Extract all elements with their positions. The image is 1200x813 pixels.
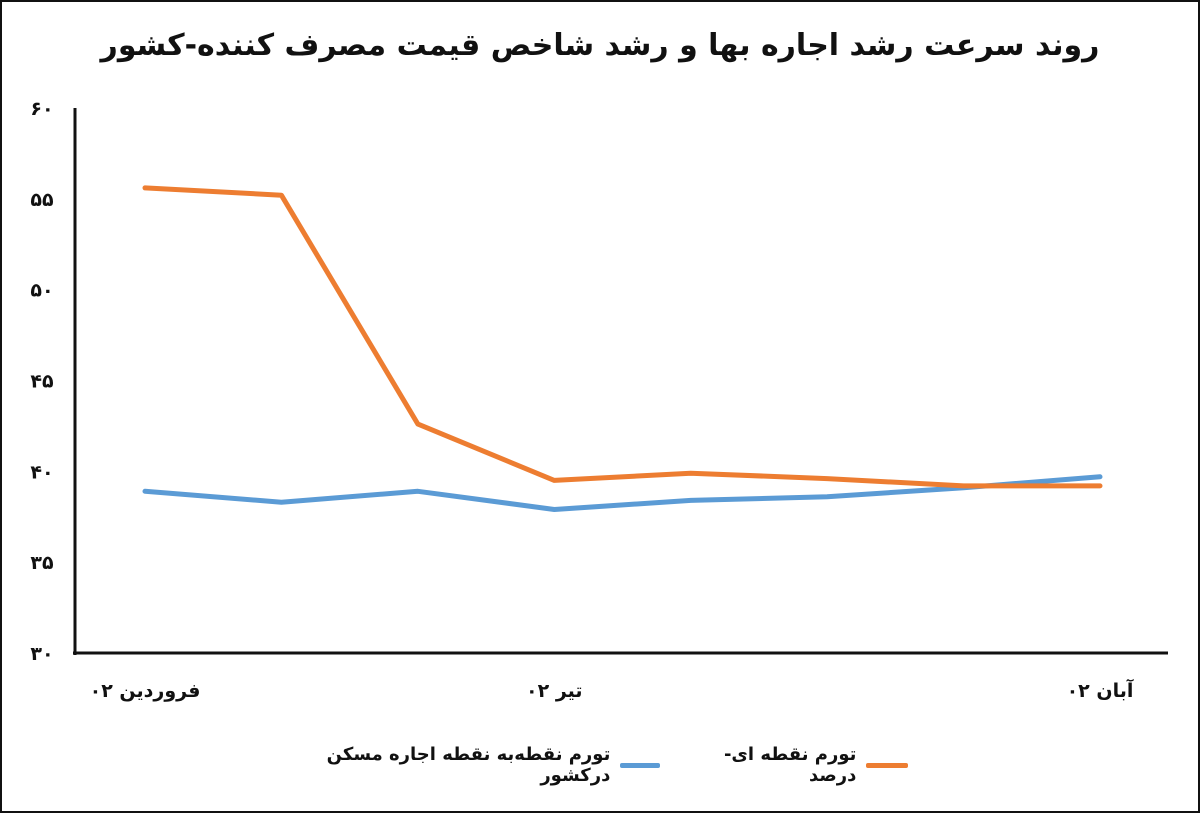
chart-axes xyxy=(73,108,1168,655)
y-tick-label: ۶۰ xyxy=(30,98,53,120)
y-axis-ticks: ۳۰ ۳۵ ۴۰ ۴۵ ۵۰ ۵۵ ۶۰ xyxy=(30,98,54,665)
legend-label-rent: تورم نقطه‌به نقطه اجاره مسکن درکشور xyxy=(326,744,611,786)
chart-legend: تورم نقطه ای- درصد تورم نقطه‌به نقطه اجا… xyxy=(0,744,1200,786)
x-tick-label: تیر ۰۲ xyxy=(526,680,583,702)
y-tick-label: ۴۰ xyxy=(30,461,53,483)
y-tick-label: ۵۵ xyxy=(30,189,54,211)
x-tick-label: آبان ۰۲ xyxy=(1067,678,1134,702)
x-tick-label: فروردین ۰۲ xyxy=(90,680,201,702)
chart-title: روند سرعت رشد اجاره بها و رشد شاخص قیمت … xyxy=(100,28,1100,63)
series-line-cpi xyxy=(142,185,1103,489)
legend-label-cpi: تورم نقطه ای- درصد xyxy=(723,744,857,786)
series-line-rent xyxy=(142,474,1103,512)
y-tick-label: ۳۰ xyxy=(30,643,53,665)
legend-item-cpi: تورم نقطه ای- درصد xyxy=(688,744,908,786)
y-tick-label: ۵۰ xyxy=(30,280,53,302)
legend-item-rent: تورم نقطه‌به نقطه اجاره مسکن درکشور xyxy=(300,744,660,786)
y-tick-label: ۴۵ xyxy=(30,371,54,393)
x-axis-ticks: فروردین ۰۲ تیر ۰۲ آبان ۰۲ xyxy=(90,678,1134,702)
legend-swatch-rent xyxy=(620,762,660,768)
legend-swatch-cpi xyxy=(866,762,908,768)
y-tick-label: ۳۵ xyxy=(30,552,54,574)
series-lines xyxy=(142,185,1103,512)
